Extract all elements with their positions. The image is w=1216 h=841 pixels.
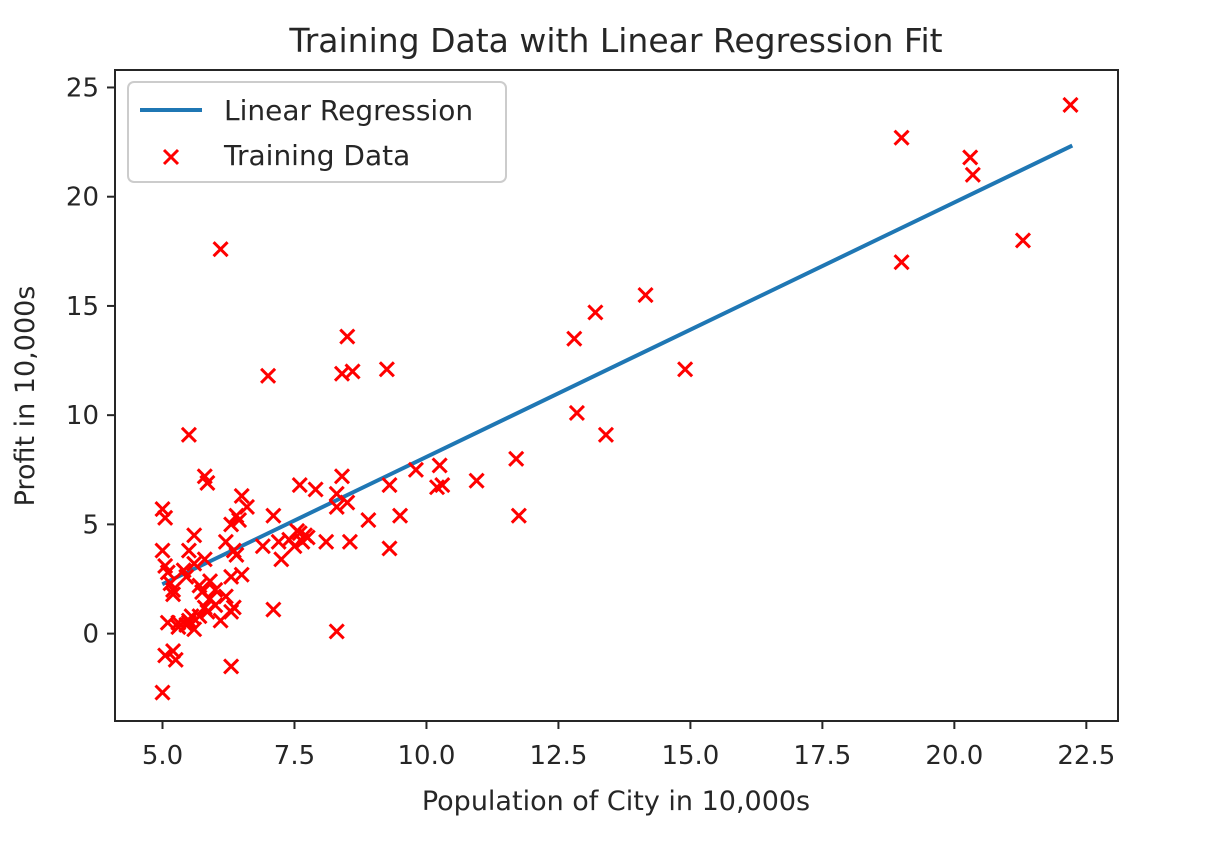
y-tick-label: 15 — [66, 292, 99, 322]
data-point — [162, 575, 179, 592]
data-point — [223, 516, 240, 533]
data-point — [597, 426, 615, 443]
data-point — [196, 551, 213, 568]
data-point — [296, 527, 314, 544]
legend: Linear Regression Training Data — [127, 81, 507, 183]
data-point — [260, 367, 277, 384]
data-point — [238, 498, 256, 515]
data-point — [254, 538, 271, 555]
x-tick-label: 7.5 — [274, 741, 315, 771]
legend-item-linear-regression: Linear Regression — [224, 94, 473, 127]
data-point — [186, 527, 203, 544]
data-point — [510, 507, 527, 524]
data-point — [170, 619, 187, 636]
data-point — [212, 241, 229, 258]
x-axis-ticks: 5.0 7.5 10.0 12.5 15.0 17.5 20.0 22.5 — [142, 721, 1115, 771]
y-tick-label: 0 — [82, 620, 99, 650]
data-point — [431, 457, 448, 474]
data-point — [307, 481, 324, 498]
data-point — [328, 498, 345, 515]
data-point — [318, 533, 335, 550]
x-tick-label: 22.5 — [1057, 741, 1115, 771]
data-point — [230, 511, 248, 529]
plot-area — [154, 96, 1079, 701]
data-point — [677, 361, 694, 378]
data-point — [180, 542, 197, 559]
data-point — [468, 472, 485, 489]
data-point — [154, 542, 171, 559]
y-tick-label: 25 — [66, 73, 99, 103]
data-point — [199, 474, 216, 491]
data-point — [273, 551, 290, 568]
chart-title: Training Data with Linear Regression Fit — [288, 21, 942, 60]
regression-line — [161, 143, 1074, 587]
data-point — [228, 546, 245, 564]
x-tick-label: 12.5 — [529, 741, 587, 771]
data-point — [893, 129, 910, 146]
data-point — [378, 361, 395, 378]
data-point — [339, 494, 356, 511]
data-point — [339, 328, 356, 345]
data-point — [265, 507, 282, 524]
y-tick-label: 20 — [66, 183, 99, 213]
data-point — [508, 450, 525, 467]
data-point — [568, 404, 585, 422]
data-point — [381, 540, 398, 557]
y-axis-ticks: 0 5 10 15 20 25 — [66, 73, 115, 650]
data-point — [893, 254, 910, 271]
data-point — [178, 568, 195, 585]
data-point — [964, 166, 981, 183]
data-point — [566, 330, 583, 347]
data-point — [587, 304, 604, 321]
data-point — [381, 477, 398, 494]
data-point — [265, 601, 282, 618]
data-point — [159, 614, 176, 631]
data-point — [180, 426, 197, 443]
data-point — [1014, 232, 1032, 249]
legend-box — [127, 81, 507, 183]
data-point — [154, 501, 171, 518]
y-tick-label: 5 — [82, 510, 99, 540]
data-point — [407, 461, 424, 478]
data-point — [392, 507, 409, 524]
legend-item-training-data: Training Data — [223, 139, 410, 172]
x-tick-label: 15.0 — [661, 741, 719, 771]
data-point — [962, 149, 979, 166]
legend-marker-swatch — [162, 148, 180, 166]
x-tick-label: 10.0 — [398, 741, 456, 771]
data-point — [157, 557, 174, 574]
data-point — [1062, 96, 1079, 114]
x-tick-label: 20.0 — [925, 741, 983, 771]
y-tick-label: 10 — [66, 401, 99, 431]
data-point — [428, 479, 446, 496]
x-axis-label: Population of City in 10,000s — [422, 786, 810, 817]
data-point — [233, 487, 250, 505]
data-point — [328, 623, 345, 640]
axes-frame — [114, 69, 1119, 722]
x-tick-label: 5.0 — [142, 741, 183, 771]
data-point — [201, 573, 219, 590]
data-point — [291, 477, 308, 494]
y-axis-label: Profit in 10,000s — [10, 286, 41, 507]
x-tick-label: 17.5 — [793, 741, 851, 771]
data-point — [167, 651, 184, 668]
legend-marker-x — [162, 148, 180, 166]
data-point — [344, 363, 361, 380]
data-point — [637, 286, 654, 304]
data-point — [289, 522, 306, 540]
data-point — [186, 555, 203, 572]
data-point — [212, 612, 229, 629]
data-point — [154, 684, 171, 701]
data-point — [333, 468, 351, 485]
data-point — [360, 511, 377, 529]
data-point — [157, 647, 174, 664]
data-point — [223, 658, 240, 675]
data-point — [217, 588, 234, 605]
data-point — [341, 533, 358, 550]
data-point — [186, 621, 203, 638]
data-point — [207, 581, 224, 598]
data-point — [233, 566, 250, 583]
